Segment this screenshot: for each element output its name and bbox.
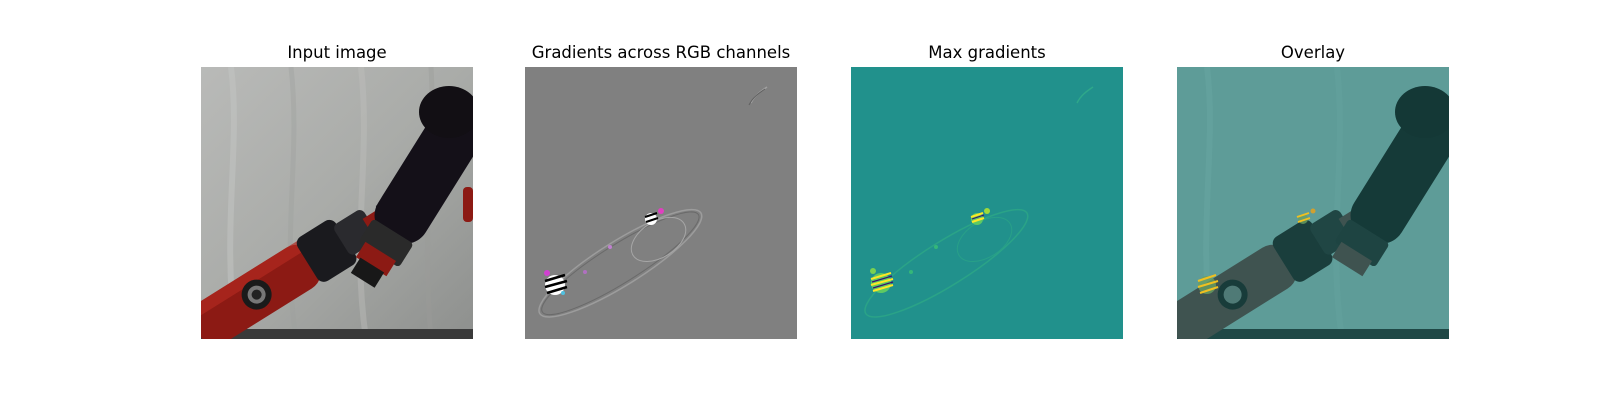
panel-rgb-gradients: Gradients across RGB channels [525,0,797,400]
panel-title: Max gradients [928,43,1046,62]
input-image [201,67,473,339]
overlay-image [1177,67,1449,339]
panel-max-gradients: Max gradients [851,0,1123,400]
rgb-gradients-image [525,67,797,339]
panel-overlay: Overlay [1177,0,1449,400]
panel-title: Input image [287,43,387,62]
max-gradients-image [851,67,1123,339]
panel-title: Overlay [1280,43,1346,62]
panel-title: Gradients across RGB channels [531,43,791,62]
panel-input-image: Input image [201,0,473,400]
